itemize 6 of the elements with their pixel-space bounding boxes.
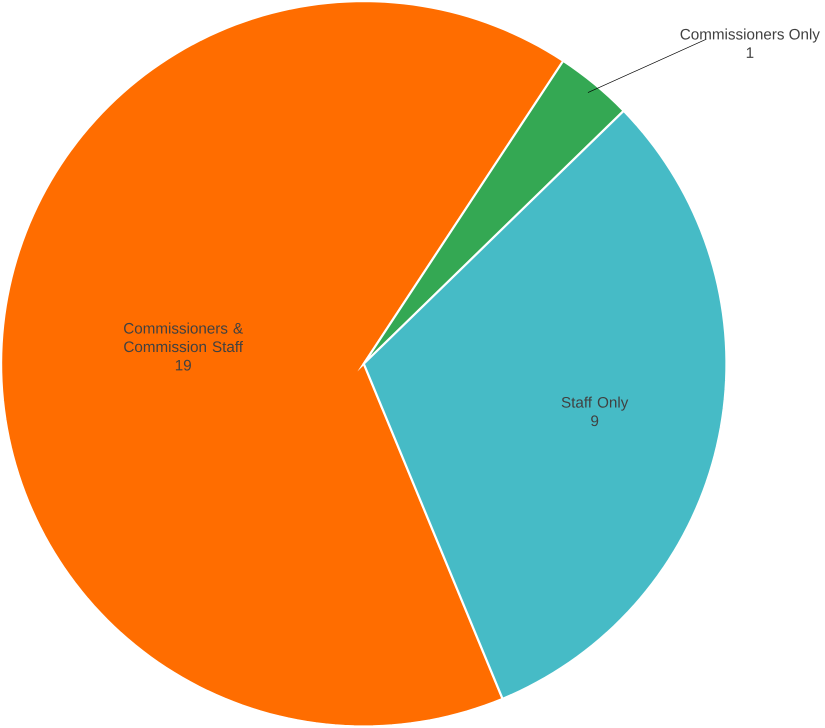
slice-label: Staff Only (562, 396, 628, 411)
data-label: 1 (746, 48, 754, 58)
slice-label: Commissioners Only (680, 28, 820, 43)
data-label: 19 (176, 360, 191, 371)
slice-label: Commissioners & Commission Staff (124, 322, 244, 352)
data-label: 9 (591, 416, 598, 426)
